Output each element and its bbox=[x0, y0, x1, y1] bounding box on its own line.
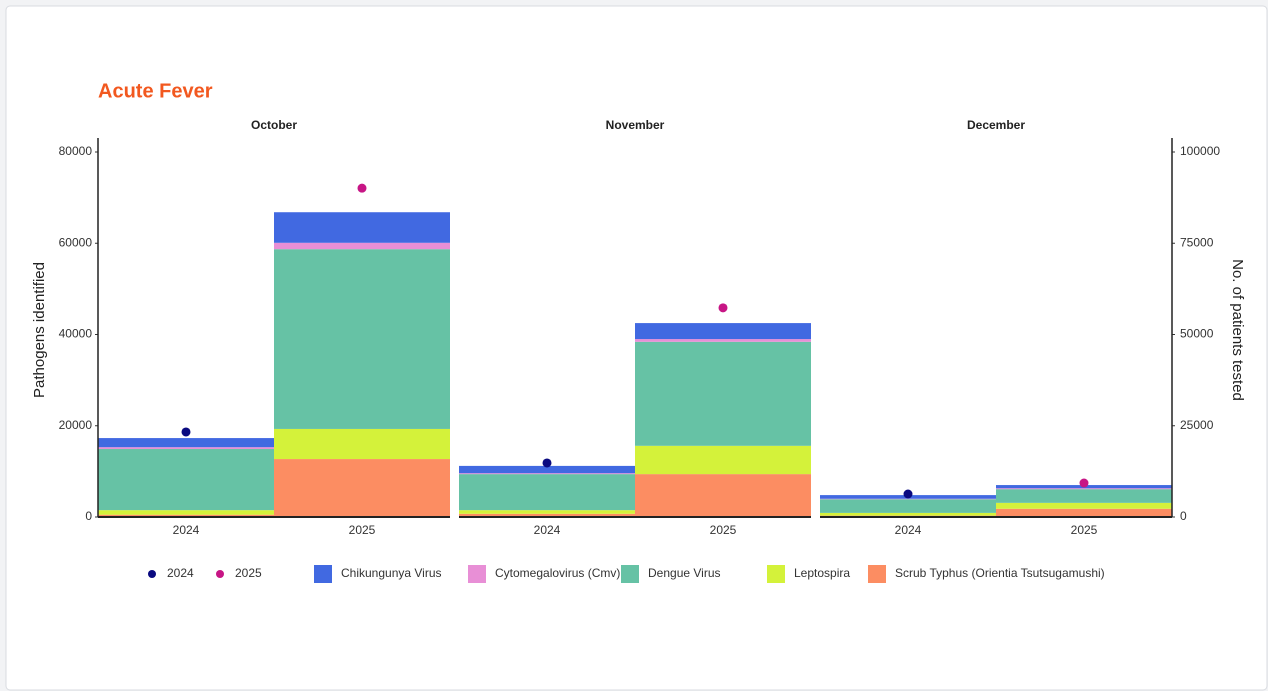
bar-segment bbox=[98, 447, 274, 449]
patients-dot bbox=[182, 427, 191, 436]
chart: Acute Fever Pathogens identified No. of … bbox=[0, 0, 1268, 691]
bar-segment bbox=[274, 429, 450, 459]
patients-dot bbox=[358, 184, 367, 193]
legend-label: Chikungunya Virus bbox=[341, 566, 442, 580]
bar-segment bbox=[996, 503, 1172, 509]
legend-label: Dengue Virus bbox=[648, 566, 721, 580]
bar-segment bbox=[820, 499, 996, 513]
bar-segment bbox=[635, 342, 811, 446]
y2-axis-label: No. of patients tested bbox=[1229, 259, 1246, 401]
bar-segment bbox=[98, 510, 274, 515]
facet-label: December bbox=[967, 118, 1025, 132]
legend-swatch bbox=[621, 565, 639, 583]
legend-label: Scrub Typhus (Orientia Tsutsugamushi) bbox=[895, 566, 1105, 580]
bar-segment bbox=[274, 459, 450, 517]
patients-dot bbox=[719, 303, 728, 312]
bar-segment bbox=[274, 243, 450, 249]
x-tick-label: 2024 bbox=[173, 523, 200, 537]
bar-segment bbox=[635, 339, 811, 342]
legend-dot bbox=[148, 570, 156, 578]
legend-label: 2025 bbox=[235, 566, 262, 580]
patients-dot bbox=[543, 458, 552, 467]
bar-segment bbox=[459, 474, 635, 510]
legend-swatch bbox=[468, 565, 486, 583]
y2-tick-label: 25000 bbox=[1180, 418, 1214, 432]
legend-swatch bbox=[314, 565, 332, 583]
x-tick-label: 2024 bbox=[895, 523, 922, 537]
bar-segment bbox=[820, 513, 996, 516]
y-tick-label: 0 bbox=[85, 509, 92, 523]
y-tick-label: 40000 bbox=[59, 327, 93, 341]
bar-segment bbox=[996, 488, 1172, 489]
legend-swatch bbox=[868, 565, 886, 583]
bar-segment bbox=[996, 489, 1172, 503]
y2-tick-label: 0 bbox=[1180, 509, 1187, 523]
bar-segment bbox=[274, 249, 450, 429]
legend-swatch bbox=[767, 565, 785, 583]
y2-tick-label: 50000 bbox=[1180, 327, 1214, 341]
bar-segment bbox=[635, 323, 811, 339]
bar-segment bbox=[274, 212, 450, 243]
y-tick-label: 80000 bbox=[59, 144, 93, 158]
x-tick-label: 2025 bbox=[710, 523, 737, 537]
facet-label: October bbox=[251, 118, 297, 132]
y2-tick-label: 100000 bbox=[1180, 144, 1220, 158]
x-tick-label: 2025 bbox=[1071, 523, 1098, 537]
bar-segment bbox=[635, 446, 811, 474]
y-tick-label: 60000 bbox=[59, 235, 93, 249]
x-tick-label: 2024 bbox=[534, 523, 561, 537]
facet-label: November bbox=[606, 118, 665, 132]
bar-segment bbox=[635, 474, 811, 517]
bar-segment bbox=[459, 473, 635, 474]
chart-title: Acute Fever bbox=[98, 80, 213, 102]
y-axis-label: Pathogens identified bbox=[31, 262, 48, 398]
legend-label: Cytomegalovirus (Cmv) bbox=[495, 566, 620, 580]
y-tick-label: 20000 bbox=[59, 418, 93, 432]
bar-segment bbox=[98, 438, 274, 447]
patients-dot bbox=[1080, 479, 1089, 488]
patients-dot bbox=[904, 490, 913, 499]
x-tick-label: 2025 bbox=[349, 523, 376, 537]
bar-segment bbox=[459, 510, 635, 514]
bar-segment bbox=[98, 449, 274, 510]
legend-dot bbox=[216, 570, 224, 578]
legend-label: 2024 bbox=[167, 566, 194, 580]
bar-segment bbox=[996, 509, 1172, 517]
y2-tick-label: 75000 bbox=[1180, 235, 1214, 249]
legend-label: Leptospira bbox=[794, 566, 850, 580]
